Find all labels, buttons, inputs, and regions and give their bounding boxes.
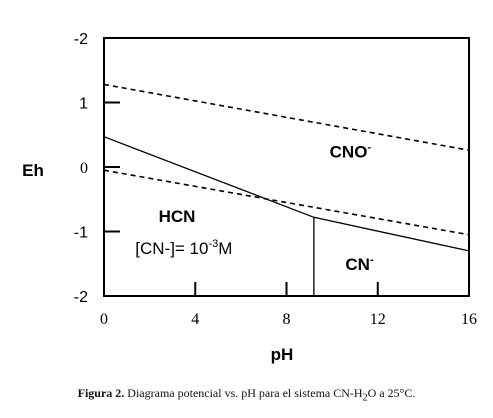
region-label-2: HCN [159,207,196,226]
y-axis-label: Eh [22,161,44,180]
x-tick-label: 16 [461,311,477,328]
x-tick-label: 4 [191,311,199,328]
y-tick-label: 1 [79,96,88,113]
x-tick-label: 0 [100,311,108,328]
region-label-3: [CN-]= 10-3M [135,238,232,258]
caption-text: Diagrama potencial vs. pH para el sistem… [124,386,363,400]
solid-boundary-line-3 [103,136,470,252]
x-tick-label: 8 [283,311,291,328]
dashed-boundary-line-2 [103,169,470,236]
x-axis-label: pH [271,345,294,364]
y-tick-label: -2 [74,31,88,48]
figure-caption: Figura 2. Diagrama potencial vs. pH para… [0,386,493,403]
region-label-1: CNO- [330,141,372,161]
y-tick-label: -1 [74,225,88,242]
dashed-boundary-line-1 [103,83,470,152]
caption-label: Figura 2. [77,386,125,400]
caption-text-end: O a 25°C. [367,386,416,400]
chart: -210-1-2 0 4 8 12 16 CNO-HCN[CN-]= 10-3MCN- … [22,31,477,364]
caption-subscript: 2 [362,392,368,404]
region-label-4: CN- [345,254,374,274]
y-tick-label: 0 [80,160,88,177]
x-tick-label: 12 [370,311,386,328]
y-tick-label: -2 [74,289,88,306]
